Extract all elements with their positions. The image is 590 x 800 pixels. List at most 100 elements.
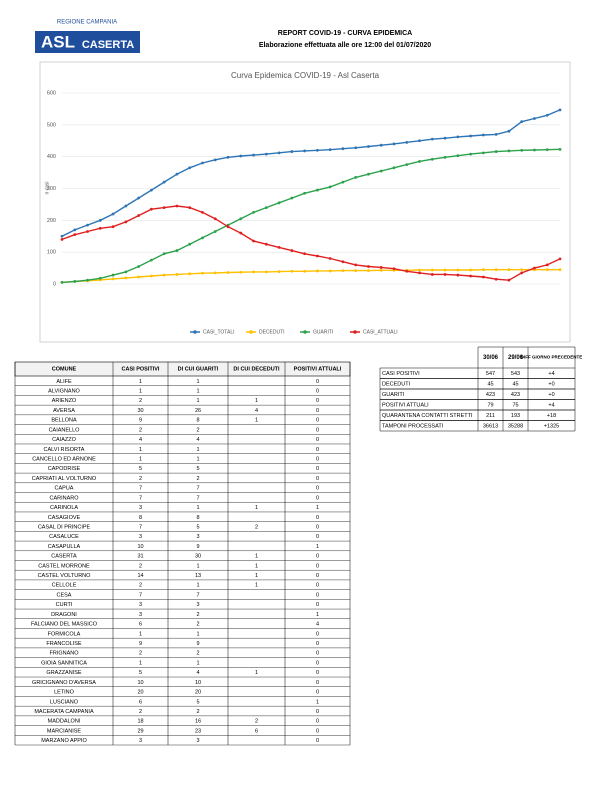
point — [507, 149, 511, 153]
summary-cell: 547 — [486, 371, 495, 377]
point — [533, 266, 536, 270]
table-cell: 0 — [316, 466, 319, 472]
summary-cell: 45 — [487, 382, 493, 388]
summary-cell: 423 — [511, 392, 520, 398]
point — [367, 269, 370, 273]
point — [315, 254, 319, 258]
municipality-name: CESA — [57, 592, 72, 598]
table-cell: 0 — [316, 447, 319, 453]
municipality-name: FRANCOLISE — [46, 641, 81, 647]
table-cell: 8 — [196, 418, 199, 424]
point — [456, 135, 460, 139]
point — [341, 147, 345, 151]
logo-sub: CASERTA — [82, 39, 134, 51]
point — [60, 234, 64, 238]
table-cell: 29 — [137, 728, 143, 734]
point — [494, 268, 498, 272]
point — [86, 230, 89, 233]
table-cell: 7 — [139, 592, 142, 598]
table-cell: 2 — [139, 583, 142, 589]
summary-cell: +0 — [548, 392, 554, 398]
point — [201, 236, 204, 240]
point — [545, 263, 549, 267]
point — [430, 273, 434, 276]
table-cell: 2 — [139, 651, 142, 657]
table-cell: 2 — [255, 719, 258, 725]
table-cell: 3 — [196, 534, 199, 540]
summary-cell: 75 — [512, 403, 518, 409]
table-cell: 1 — [196, 398, 199, 404]
point — [137, 275, 141, 279]
point — [226, 271, 230, 274]
point — [303, 269, 307, 273]
y-tick-label: 100 — [47, 250, 56, 256]
logo-band — [35, 31, 140, 53]
table-cell: 1 — [316, 699, 319, 705]
summary-cell: +4 — [548, 371, 554, 377]
table-cell: 1 — [196, 563, 199, 569]
y-tick-label: 200 — [47, 218, 56, 224]
point — [226, 225, 230, 229]
table-header: DI CUI DECEDUTI — [233, 366, 280, 372]
legend-label: CASI_TOTALI — [203, 329, 235, 335]
table-cell: 0 — [316, 660, 319, 666]
municipality-name: CALVI RISORTA — [44, 447, 85, 453]
point — [111, 273, 115, 277]
y-tick-label: 600 — [47, 90, 56, 96]
point — [303, 149, 307, 153]
point — [405, 163, 409, 167]
table-cell: 4 — [316, 622, 319, 628]
table-cell: 7 — [139, 486, 142, 492]
table-cell: 2 — [196, 427, 199, 433]
table-cell: 0 — [316, 738, 319, 744]
table-cell: 5 — [139, 466, 142, 472]
point — [443, 268, 447, 272]
point — [494, 132, 498, 136]
point — [277, 270, 281, 273]
table-cell: 0 — [316, 389, 319, 395]
summary-cell: 543 — [511, 371, 520, 377]
point — [430, 137, 434, 141]
point — [354, 263, 358, 267]
summary-cell: 35288 — [508, 424, 523, 430]
table-cell: 31 — [137, 554, 143, 560]
point — [213, 271, 217, 275]
point — [239, 231, 243, 235]
point — [264, 242, 268, 246]
report-title: REPORT COVID-19 - CURVA EPIDEMICA — [278, 30, 412, 37]
point — [558, 147, 562, 151]
point — [213, 217, 217, 221]
point — [111, 277, 115, 281]
legend-marker — [193, 330, 197, 334]
point — [430, 157, 434, 161]
chart-frame — [39, 61, 571, 343]
point — [303, 191, 307, 195]
point — [481, 151, 485, 155]
series-line — [61, 205, 561, 281]
point — [494, 277, 498, 281]
summary-cell: +1325 — [544, 424, 559, 430]
municipality-name: CAIANELLO — [49, 427, 81, 433]
table-cell: 1 — [139, 389, 142, 395]
municipality-name: CAPUA — [55, 486, 74, 492]
municipality-name: CAPRIATI AL VOLTURNO — [32, 476, 97, 482]
point — [264, 152, 268, 156]
y-axis-label: n casi — [44, 181, 50, 194]
table-cell: 10 — [195, 680, 201, 686]
point — [520, 120, 524, 124]
point — [315, 148, 319, 152]
municipality-name: AVERSA — [53, 408, 75, 414]
table-cell: 1 — [255, 505, 258, 511]
table-cell: 7 — [196, 592, 199, 598]
table-cell: 0 — [316, 437, 319, 443]
point — [520, 271, 524, 275]
point — [354, 146, 358, 150]
municipality-name: CASAGIOVE — [48, 515, 81, 521]
municipality-name: CASTEL VOLTURNO — [38, 573, 92, 579]
table-cell: 0 — [316, 573, 319, 579]
table-cell: 9 — [196, 544, 199, 550]
table-cell: 4 — [255, 408, 258, 414]
point — [520, 148, 524, 152]
point — [456, 154, 460, 158]
